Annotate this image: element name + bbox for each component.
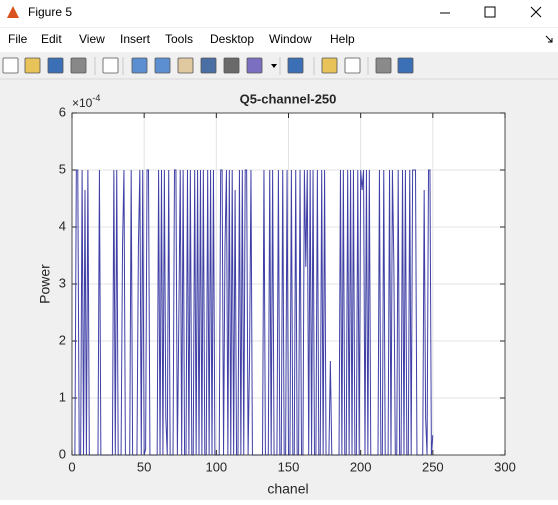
toolbar-button[interactable] bbox=[321, 57, 338, 74]
toolbar-button[interactable] bbox=[200, 57, 217, 74]
toolbar-button[interactable] bbox=[102, 57, 119, 74]
toolbar-button[interactable] bbox=[397, 57, 414, 74]
menu-item[interactable]: Insert bbox=[120, 32, 151, 46]
maximize-button[interactable] bbox=[484, 6, 496, 18]
toolbar-button[interactable] bbox=[154, 57, 171, 74]
y-tick-label: 5 bbox=[59, 161, 66, 176]
axes-box bbox=[71, 112, 506, 456]
toolbar-button[interactable] bbox=[177, 57, 194, 74]
title-bar bbox=[0, 0, 558, 27]
toolbar-button[interactable] bbox=[70, 57, 87, 74]
y-tick-label: 1 bbox=[59, 389, 66, 404]
toolbar-button[interactable] bbox=[287, 57, 304, 74]
x-tick-label: 0 bbox=[68, 459, 75, 474]
y-multiplier: ×10-4 bbox=[72, 93, 100, 110]
menu-item[interactable]: Edit bbox=[41, 32, 62, 46]
menu-item[interactable]: Window bbox=[269, 32, 312, 46]
y-tick-label: 2 bbox=[59, 332, 66, 347]
y-tick-label: 4 bbox=[59, 218, 66, 233]
window-title: Figure 5 bbox=[28, 5, 72, 19]
menu-item[interactable]: Desktop bbox=[210, 32, 254, 46]
toolbar-button[interactable] bbox=[223, 57, 240, 74]
toolbar-button[interactable] bbox=[246, 57, 263, 74]
y-multiplier-exponent: -4 bbox=[92, 93, 100, 103]
y-tick-label: 6 bbox=[59, 104, 66, 119]
x-tick-label: 50 bbox=[137, 459, 151, 474]
y-tick-label: 3 bbox=[59, 275, 66, 290]
toolbar-button[interactable] bbox=[47, 57, 64, 74]
dropdown-arrow bbox=[271, 64, 277, 68]
menu-item[interactable]: Tools bbox=[165, 32, 193, 46]
menu-item[interactable]: View bbox=[79, 32, 105, 46]
x-tick-label: 150 bbox=[278, 459, 300, 474]
toolbar-button[interactable] bbox=[344, 57, 361, 74]
y-tick-label: 0 bbox=[59, 446, 66, 461]
x-tick-label: 200 bbox=[350, 459, 372, 474]
y-multiplier-base: ×10 bbox=[72, 96, 93, 110]
x-tick-label: 250 bbox=[422, 459, 444, 474]
toolbar-button[interactable] bbox=[24, 57, 41, 74]
chart-title: Q5-channel-250 bbox=[240, 91, 337, 106]
x-axis-label: chanel bbox=[267, 481, 308, 497]
x-tick-label: 100 bbox=[205, 459, 227, 474]
dock-arrow[interactable] bbox=[545, 35, 553, 43]
menu-item[interactable]: File bbox=[8, 32, 28, 46]
x-tick-label: 300 bbox=[494, 459, 516, 474]
toolbar-button[interactable] bbox=[375, 57, 392, 74]
toolbar-button[interactable] bbox=[131, 57, 148, 74]
y-axis-label: Power bbox=[37, 264, 53, 304]
toolbar-button[interactable] bbox=[2, 57, 19, 74]
toolbar bbox=[2, 57, 414, 75]
menu-item[interactable]: Help bbox=[330, 32, 355, 46]
app-icon bbox=[7, 6, 19, 18]
menu-bar bbox=[0, 28, 558, 52]
close-button[interactable] bbox=[530, 6, 542, 18]
